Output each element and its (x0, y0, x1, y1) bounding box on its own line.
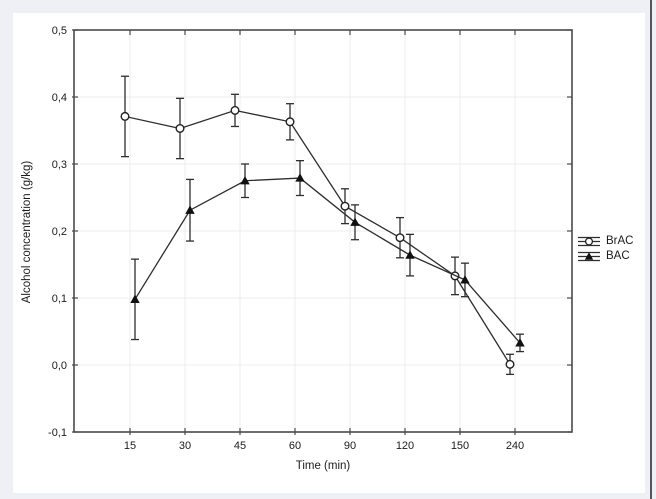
marker-circle-brac (285, 117, 295, 127)
x-tick-label: 60 (289, 440, 301, 452)
y-tick-label: 0,3 (52, 159, 67, 171)
y-tick-label: 0,0 (52, 360, 67, 372)
marker-triangle-bac (130, 294, 140, 303)
legend-entry-bac: BAC (577, 249, 633, 264)
marker-triangle-bac (185, 205, 195, 214)
marker-circle-brac (175, 123, 185, 133)
y-tick-label: 0,4 (52, 92, 67, 104)
y-tick-label: 0,1 (52, 293, 67, 305)
x-axis-title: Time (min) (295, 460, 351, 472)
y-tick-label: -0,1 (48, 427, 67, 439)
x-tick-label: 120 (396, 440, 414, 452)
marker-triangle-bac (350, 217, 360, 226)
x-tick-label: 45 (234, 440, 246, 452)
marker-triangle-bac (405, 250, 415, 259)
legend: BrAC BAC (577, 234, 633, 264)
open-circle-legend-icon (578, 236, 600, 247)
plot-svg: 15 30 45 60 90 120 150 240 -0,1 0,0 0,1 0,2 0,3 0,4 0,… (48, 25, 573, 452)
x-tick-label: 240 (506, 440, 524, 452)
marker-circle-brac (340, 201, 350, 211)
y-axis-title: Alcohol concentration (g/kg) (21, 160, 33, 304)
filled-triangle-legend-icon (578, 251, 600, 262)
x-tick-label: 15 (124, 440, 136, 452)
window-edge-line (650, 0, 652, 499)
marker-circle-brac (120, 111, 130, 121)
marker-triangle-bac (240, 175, 250, 185)
marker-circle-brac (230, 105, 240, 115)
x-tick-label: 150 (451, 440, 469, 452)
marker-circle-brac (505, 359, 515, 369)
legend-label: BAC (606, 250, 630, 262)
graph-panel: 15 30 45 60 90 120 150 240 -0,1 0,0 0,1 0,2 0,3 0,4 0,… (13, 13, 645, 493)
x-tick-label: 90 (344, 440, 356, 452)
y-tick-label: 0,2 (52, 226, 67, 238)
legend-label: BrAC (606, 235, 634, 247)
y-tick-label: 0,5 (52, 25, 67, 37)
series-line-brac (124, 109, 511, 365)
marker-triangle-bac (460, 275, 470, 284)
x-tick-label: 30 (179, 440, 191, 452)
marker-triangle-bac (295, 173, 305, 182)
series-line-bac (134, 177, 521, 344)
marker-circle-brac (395, 233, 405, 243)
legend-entry-brac: BrAC (577, 234, 633, 249)
marker-triangle-bac (515, 338, 525, 347)
